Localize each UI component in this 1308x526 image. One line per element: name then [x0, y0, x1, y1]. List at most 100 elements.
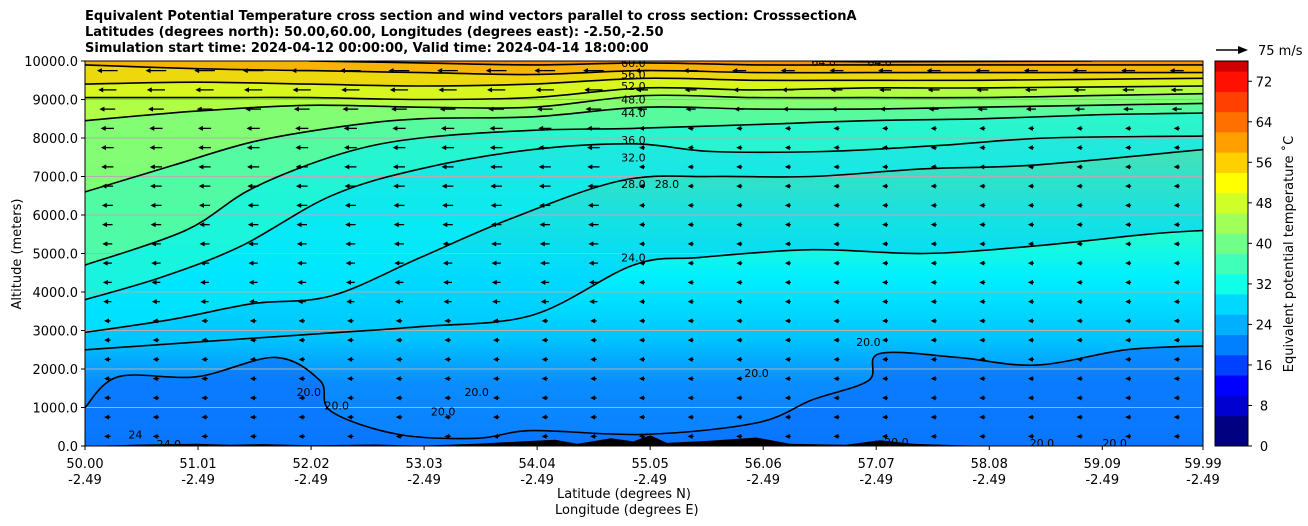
- wind-vector-icon: [98, 87, 117, 93]
- x-tick-label-lat: 51.01: [179, 457, 216, 472]
- wind-vector-icon: [1076, 395, 1083, 401]
- wind-vector-icon: [736, 145, 743, 151]
- wind-vector-icon: [394, 299, 404, 305]
- wind-vector-icon: [201, 356, 208, 362]
- wind-vector-icon: [979, 279, 986, 285]
- wind-vector-icon: [784, 222, 791, 228]
- wind-vector-icon: [395, 356, 403, 362]
- wind-vector-icon: [833, 376, 840, 382]
- wind-vector-icon: [736, 125, 743, 131]
- wind-vector-icon: [438, 87, 457, 93]
- x-tick-label-lat: 54.04: [519, 457, 556, 472]
- wind-vector-icon: [341, 87, 360, 93]
- wind-vector-icon: [1173, 260, 1180, 266]
- colorbar-segment: [1215, 202, 1248, 214]
- wind-vector-icon: [833, 356, 840, 362]
- wind-vector-icon: [590, 376, 597, 382]
- wind-vector-icon: [439, 106, 456, 112]
- wind-vector-icon: [736, 241, 743, 247]
- wind-vector-icon: [249, 433, 257, 439]
- wind-vector-icon: [930, 260, 937, 266]
- wind-vector-icon: [489, 125, 503, 131]
- wind-vector-icon: [687, 222, 694, 228]
- wind-vector-icon: [150, 241, 161, 247]
- colorbar-tick-label: 48: [1256, 197, 1273, 212]
- x-tick-label-lon: -2.49: [1186, 473, 1220, 488]
- wind-vector-icon: [1027, 299, 1034, 305]
- wind-vector-icon: [639, 222, 645, 228]
- wind-vector-icon: [979, 299, 986, 305]
- wind-vector-icon: [201, 376, 208, 382]
- wind-vector-icon: [298, 318, 305, 324]
- wind-vector-icon: [444, 376, 451, 382]
- y-tick-label: 0.0: [57, 440, 78, 455]
- colorbar: 0 8 16 24 32 40 48 56 64 72: [1214, 60, 1273, 455]
- colorbar-tick-label: 72: [1256, 75, 1273, 90]
- wind-vector-icon: [590, 395, 597, 401]
- wind-vector-icon: [979, 356, 986, 362]
- wind-vector-icon: [829, 68, 844, 74]
- wind-vector-icon: [152, 395, 160, 401]
- wind-vector-icon: [585, 106, 602, 112]
- wind-vector-icon: [1027, 318, 1034, 324]
- wind-vector-icon: [639, 260, 645, 266]
- wind-vector-icon: [1027, 222, 1034, 228]
- wind-vector-icon: [979, 222, 986, 228]
- wind-vector-icon: [979, 433, 986, 439]
- wind-vector-icon: [639, 279, 645, 285]
- wind-vector-icon: [736, 318, 743, 324]
- wind-vector-icon: [1076, 299, 1083, 305]
- wind-vector-icon: [393, 202, 405, 208]
- wind-vector-icon: [880, 106, 891, 112]
- colorbar-tick-label: 0: [1260, 440, 1268, 455]
- wind-vector-icon: [927, 87, 940, 93]
- wind-vector-icon: [393, 183, 405, 189]
- wind-vector-icon: [639, 433, 645, 439]
- wind-vector-icon: [442, 260, 453, 266]
- wind-vector-icon: [687, 260, 694, 266]
- wind-vector-icon: [102, 279, 112, 285]
- contour-label: 64.0: [811, 56, 836, 69]
- wind-vector-icon: [590, 318, 597, 324]
- wind-vector-icon: [639, 299, 645, 305]
- wind-vector-icon: [979, 414, 986, 420]
- y-tick-label: 5000.0: [33, 248, 79, 263]
- wind-vector-icon: [295, 145, 309, 151]
- wind-vector-icon: [442, 241, 453, 247]
- wind-vector-icon: [388, 68, 410, 74]
- wind-vector-icon: [104, 433, 111, 439]
- wind-vector-icon: [152, 414, 160, 420]
- contour-label: 56.0: [621, 68, 646, 81]
- wind-vector-icon: [833, 164, 840, 170]
- wind-vector-icon: [1173, 183, 1180, 189]
- colorbar-segment: [1215, 111, 1248, 123]
- wind-vector-icon: [444, 414, 451, 420]
- wind-vector-icon: [639, 356, 645, 362]
- wind-vector-icon: [440, 125, 455, 131]
- y-axis-label: Altitude (meters): [10, 199, 25, 310]
- wind-vector-icon: [584, 87, 603, 93]
- wind-vector-icon: [1027, 241, 1034, 247]
- wind-vector-icon: [249, 376, 257, 382]
- wind-vector-icon: [639, 376, 645, 382]
- wind-vector-icon: [489, 145, 503, 151]
- wind-vector-icon: [1125, 414, 1132, 420]
- wind-vector-icon: [541, 433, 549, 439]
- colorbar-segment: [1215, 273, 1248, 285]
- wind-vector-icon: [977, 106, 988, 112]
- wind-vector-icon: [784, 433, 791, 439]
- wind-vector-icon: [1173, 125, 1180, 131]
- contour-label: 28.0: [621, 178, 646, 191]
- colorbar-segment: [1215, 385, 1248, 396]
- wind-vector-icon: [246, 125, 260, 131]
- wind-vector-icon: [538, 145, 552, 151]
- wind-vector-icon: [589, 299, 598, 305]
- wind-vector-icon: [979, 183, 986, 189]
- wind-vector-icon: [687, 279, 694, 285]
- wind-vector-icon: [1173, 145, 1180, 151]
- wind-vector-icon: [736, 222, 743, 228]
- wind-vector-icon: [104, 337, 111, 343]
- wind-vector-icon: [687, 376, 694, 382]
- wind-vector-icon: [1125, 260, 1132, 266]
- contour-label: 44.0: [621, 107, 646, 120]
